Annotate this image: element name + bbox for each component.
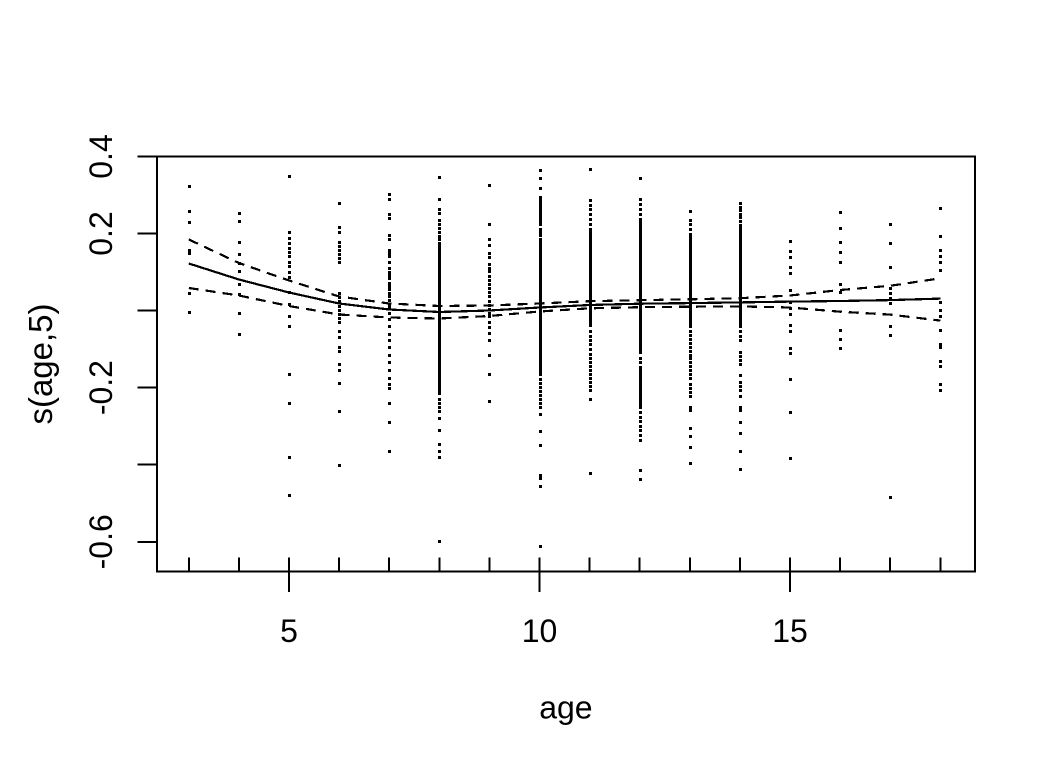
svg-text:10: 10	[522, 613, 558, 649]
svg-text:s(age,5): s(age,5)	[22, 303, 59, 424]
svg-text:5: 5	[280, 613, 298, 649]
svg-text:-0.6: -0.6	[83, 514, 119, 569]
svg-text:age: age	[539, 689, 592, 725]
svg-text:-0.2: -0.2	[83, 360, 119, 415]
svg-text:0.4: 0.4	[83, 134, 119, 178]
svg-text:15: 15	[772, 613, 808, 649]
svg-text:0.2: 0.2	[83, 211, 119, 255]
